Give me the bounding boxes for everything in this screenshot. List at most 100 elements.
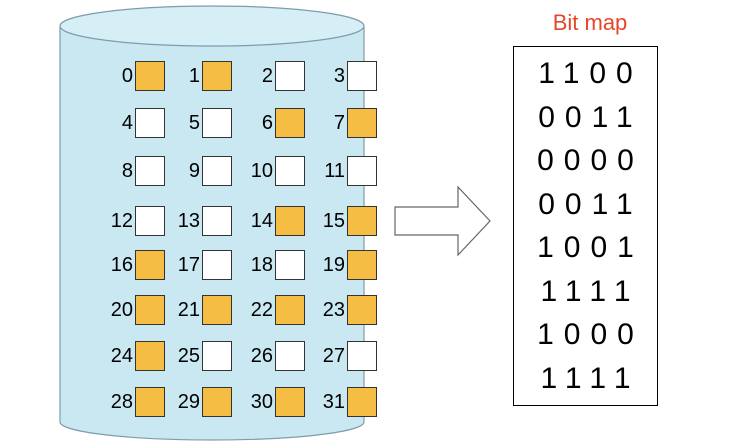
disk-block-number: 0 xyxy=(121,65,133,87)
disk-block: 21 xyxy=(144,295,234,325)
disk-block: 18 xyxy=(217,250,307,280)
used-block-square xyxy=(347,387,377,417)
free-block-square xyxy=(275,156,305,186)
free-block-square xyxy=(347,341,377,371)
disk-block: 6 xyxy=(217,108,307,138)
disk-block-number: 11 xyxy=(324,160,345,182)
bitmap-row: 0000 xyxy=(537,144,644,177)
used-block-square xyxy=(202,295,232,325)
used-block-square xyxy=(347,250,377,280)
disk-block-number: 28 xyxy=(110,391,133,413)
disk-block: 0 xyxy=(77,61,167,91)
disk-block: 16 xyxy=(77,250,167,280)
cylinder-top xyxy=(59,5,365,47)
disk-block-number: 21 xyxy=(177,299,200,321)
disk-block: 1 xyxy=(144,61,234,91)
disk-block-number: 14 xyxy=(250,210,273,232)
free-block-square xyxy=(202,206,232,236)
used-block-square xyxy=(347,108,377,138)
bitmap-row: 1100 xyxy=(538,57,643,90)
disk-block: 24 xyxy=(77,341,167,371)
free-block-square xyxy=(202,108,232,138)
disk-block: 7 xyxy=(289,108,379,138)
bitmap-title: Bit map xyxy=(552,10,628,35)
free-block-square xyxy=(347,61,377,91)
disk-block: 14 xyxy=(217,206,307,236)
disk-block-number: 19 xyxy=(322,254,345,276)
disk-block: 22 xyxy=(217,295,307,325)
used-block-square xyxy=(135,341,165,371)
disk-block-number: 13 xyxy=(177,210,200,232)
used-block-square xyxy=(275,387,305,417)
free-block-square xyxy=(135,206,165,236)
disk-block: 2 xyxy=(217,61,307,91)
disk-block: 17 xyxy=(144,250,234,280)
disk-block-number: 20 xyxy=(110,299,133,321)
disk-block-number: 9 xyxy=(188,160,200,182)
bitmap-row: 0011 xyxy=(538,100,643,134)
disk-block: 29 xyxy=(144,387,234,417)
free-block-square xyxy=(135,108,165,138)
disk-block-number: 23 xyxy=(322,299,345,321)
disk-block-number: 27 xyxy=(322,345,345,367)
used-block-square xyxy=(202,61,232,91)
disk-block-number: 10 xyxy=(250,160,273,182)
used-block-square xyxy=(275,206,305,236)
disk-block-number: 6 xyxy=(261,112,273,134)
disk-block: 9 xyxy=(144,156,234,186)
bitmap-row: 1001 xyxy=(537,231,644,264)
disk-block-number: 2 xyxy=(261,65,273,87)
disk-block-number: 8 xyxy=(121,160,133,182)
disk-block-number: 22 xyxy=(250,299,273,321)
used-block-square xyxy=(135,295,165,325)
disk-block-number: 15 xyxy=(322,210,345,232)
disk-block-number: 17 xyxy=(177,254,200,276)
disk-block-number: 1 xyxy=(188,65,200,87)
disk-block: 31 xyxy=(289,387,379,417)
disk-block-number: 24 xyxy=(110,345,133,367)
used-block-square xyxy=(347,295,377,325)
bitmap-row: 1111 xyxy=(540,274,641,308)
disk-block-number: 5 xyxy=(188,112,200,134)
disk-block-number: 25 xyxy=(177,345,200,367)
disk-block-number: 12 xyxy=(110,210,133,232)
free-block-square xyxy=(275,250,305,280)
disk-block: 12 xyxy=(77,206,167,236)
free-block-square xyxy=(347,156,377,186)
disk-block: 11 xyxy=(289,156,379,186)
free-block-square xyxy=(135,156,165,186)
disk-block: 4 xyxy=(77,108,167,138)
disk-block: 13 xyxy=(144,206,234,236)
disk-block-number: 31 xyxy=(322,391,345,413)
free-block-square xyxy=(202,341,232,371)
disk-block: 28 xyxy=(77,387,167,417)
used-block-square xyxy=(135,61,165,91)
disk-block: 19 xyxy=(289,250,379,280)
free-block-square xyxy=(202,250,232,280)
used-block-square xyxy=(347,206,377,236)
used-block-square xyxy=(135,250,165,280)
used-block-square xyxy=(275,108,305,138)
disk-block-number: 26 xyxy=(250,345,273,367)
disk-block-number: 4 xyxy=(121,112,133,134)
bitmap-row: 1000 xyxy=(537,318,644,351)
used-block-square xyxy=(202,387,232,417)
arrow-icon xyxy=(394,185,491,257)
disk-block: 8 xyxy=(77,156,167,186)
free-block-square xyxy=(275,61,305,91)
disk-block: 10 xyxy=(217,156,307,186)
disk-block-number: 18 xyxy=(250,254,273,276)
disk-block: 3 xyxy=(289,61,379,91)
bitmap-panel: 1100 0011 0000 0011 1001 1111 1000 1111 xyxy=(513,46,658,406)
disk-block-number: 16 xyxy=(110,254,133,276)
disk-block: 20 xyxy=(77,295,167,325)
bitmap-row: 1111 xyxy=(540,361,641,395)
disk-block-number: 30 xyxy=(250,391,273,413)
disk-block-number: 7 xyxy=(333,112,345,134)
used-block-square xyxy=(275,295,305,325)
free-block-square xyxy=(202,156,232,186)
disk-block: 26 xyxy=(217,341,307,371)
disk-block-number: 29 xyxy=(177,391,200,413)
bitmap-row: 0011 xyxy=(538,187,643,221)
